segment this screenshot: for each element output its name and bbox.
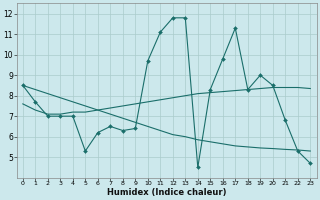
X-axis label: Humidex (Indice chaleur): Humidex (Indice chaleur) [107,188,226,197]
